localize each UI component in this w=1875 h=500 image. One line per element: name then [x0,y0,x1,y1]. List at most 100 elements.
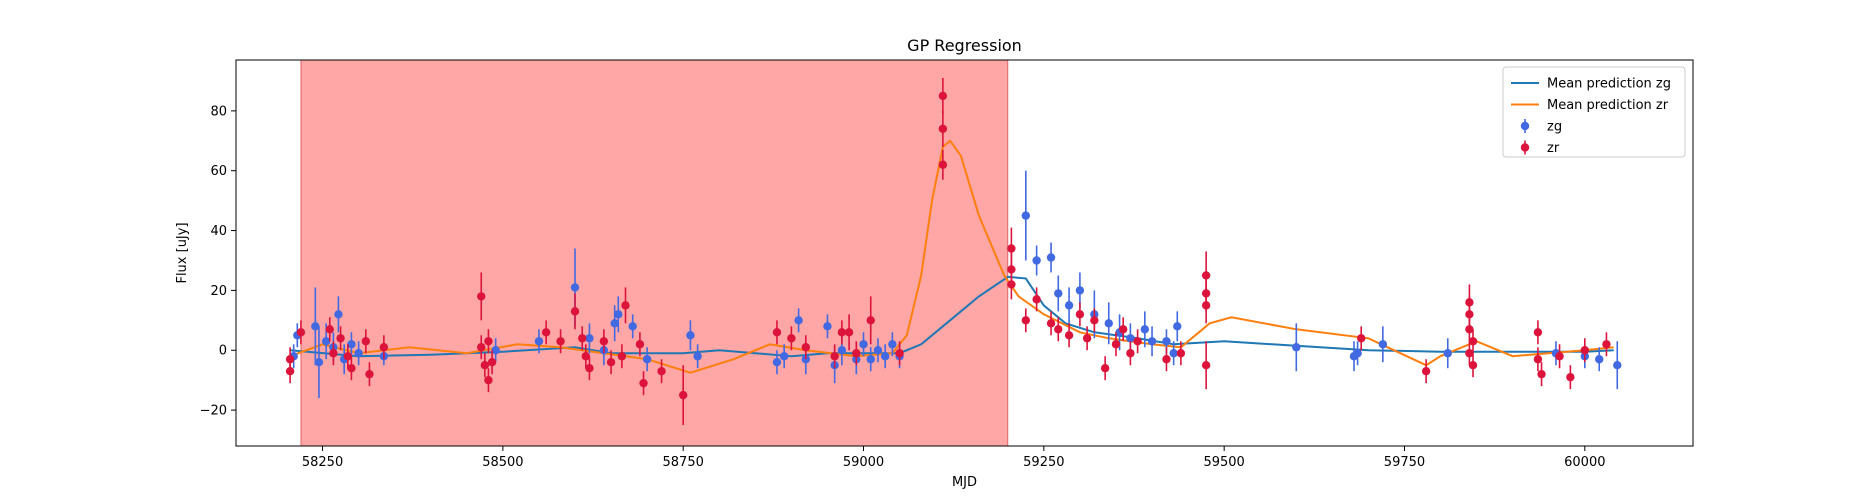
data-point-zr [938,149,948,180]
data-point-zg [334,296,343,333]
data-point-zr [837,320,847,345]
data-point-zg [823,314,832,339]
data-point-zr [477,272,486,321]
data-point-zg [585,323,594,354]
y-tick-label: 0 [219,344,227,359]
data-point-zr [578,326,587,351]
data-point-zg [1032,245,1041,276]
data-point-zg [1595,347,1604,372]
data-point-zr [852,341,861,366]
legend-box [1502,66,1686,158]
y-tick-label: −20 [200,404,227,419]
data-point-zr [484,329,493,354]
data-point-zg [1104,302,1113,345]
data-point-zr [365,362,374,387]
series-line-mean-prediction-zg [290,275,1614,358]
data-point-zr [285,359,295,384]
chart-title: GP Regression [907,36,1022,55]
y-tick-label: 40 [210,224,227,239]
data-point-zr [1468,353,1478,378]
data-point-zr [1126,341,1135,366]
legend-label: Mean prediction zr [1547,98,1669,113]
data-point-zg [866,347,875,372]
data-point-zr [1537,362,1546,387]
plot-frame [235,59,1694,447]
data-point-zr [296,320,306,345]
data-point-zg [888,332,897,357]
data-point-zr [1580,338,1590,363]
data-point-zr [1090,308,1099,333]
data-point-zg [1046,242,1056,273]
data-point-zr [541,320,551,345]
data-point-zr [1566,365,1575,390]
data-point-zr [1468,329,1478,354]
data-point-zg [354,341,363,366]
legend-label: Mean prediction zg [1547,77,1671,92]
data-point-zr [1032,287,1041,312]
data-point-zr [830,344,839,369]
data-point-zr [585,356,594,381]
data-point-zg [1292,323,1301,372]
data-point-zr [336,326,345,351]
data-point-zr [487,350,497,375]
x-tick-label: 58250 [302,455,343,470]
data-point-zg [1054,275,1063,312]
x-tick-label: 59500 [1203,455,1244,470]
data-point-zr [639,371,648,396]
legend: Mean prediction zg Mean prediction zr zg zr [1502,66,1686,158]
data-point-zr [1075,302,1085,327]
data-point-zr [895,341,904,366]
data-point-zr [1133,329,1142,354]
data-point-zr [772,320,782,345]
data-point-zr [787,326,796,351]
y-tick-label: 20 [210,284,227,299]
data-point-zg [873,338,883,363]
x-tick-label: 59750 [1384,455,1425,470]
data-point-zg [1169,341,1178,366]
data-point-zr [657,359,666,384]
x-tick-label: 58750 [663,455,704,470]
data-point-zr [361,329,371,354]
data-point-zg [534,329,544,354]
data-point-zr [570,293,580,330]
data-point-zr [606,350,616,375]
legend-label: zg [1547,120,1562,135]
data-point-zr [1533,347,1543,372]
data-point-zr [1421,359,1431,384]
data-point-zg [614,296,623,333]
data-point-zg [610,305,619,342]
data-point-zr [343,344,352,369]
data-point-zr [347,356,356,381]
data-point-zr [1602,332,1611,357]
data-point-zr [484,368,493,393]
data-point-zr [581,344,591,369]
y-tick-label: 60 [210,164,227,179]
data-point-zr [1118,317,1128,342]
data-point-zg [686,320,695,351]
data-point-zr [1201,341,1211,390]
data-point-zg [859,332,868,357]
data-point-zr [480,353,490,378]
y-axis-label: Flux [uJy] [175,222,190,283]
data-point-zr [801,335,811,360]
data-point-zg [347,332,356,357]
data-point-zg [642,347,652,372]
data-point-zg [628,314,637,339]
data-point-zr [1054,317,1063,342]
data-point-zg [1353,341,1362,366]
data-point-zr [635,332,645,357]
data-point-zr [938,77,948,114]
data-point-zr [1064,323,1074,348]
legend-label: zr [1547,141,1560,156]
x-tick-label: 60000 [1564,455,1605,470]
data-point-zr [1201,287,1211,324]
series-line-mean-prediction-zr [289,139,1614,374]
data-point-zg [1147,326,1157,357]
data-point-zg [1064,287,1074,324]
data-point-zg [1613,341,1622,390]
data-point-zg [693,344,702,369]
data-point-zg [1378,326,1388,363]
data-point-zr [1465,341,1474,366]
data-point-zg [311,287,320,366]
